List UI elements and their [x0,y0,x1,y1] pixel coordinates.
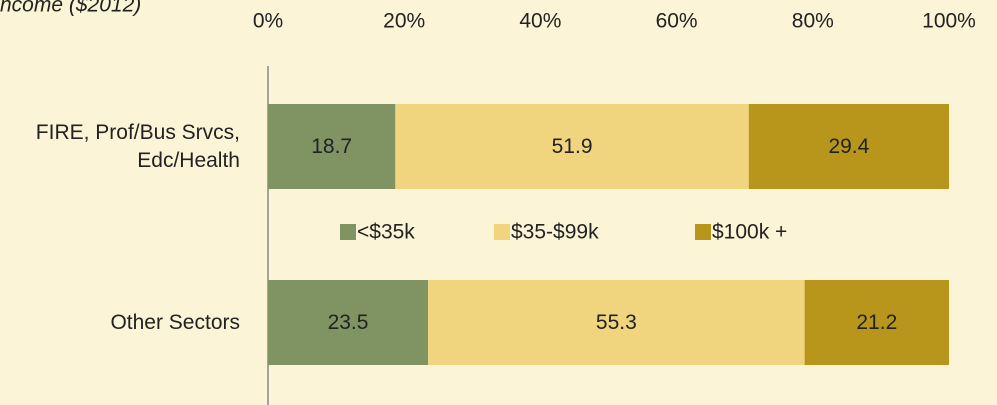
y-tick-label: Other Sectors [110,310,240,334]
bar-segment [804,280,949,365]
data-label: 21.2 [856,311,897,334]
y-tick-label: FIRE, Prof/Bus Srvcs, Edc/Health [35,120,240,172]
legend-swatch [494,224,510,240]
bar-segment [428,280,805,365]
x-tick-label: 80% [792,10,834,33]
bar-segment [395,104,749,189]
data-label: 55.3 [596,311,637,334]
legend-swatch [695,224,711,240]
data-label: 51.9 [552,135,593,158]
data-label: 29.4 [828,135,869,158]
chart-title: ncome ($2012) [0,0,141,17]
legend-label: $100k + [712,221,787,244]
data-label: 18.7 [311,135,352,158]
x-tick-label: 100% [922,10,976,33]
bar-segment [748,104,949,189]
data-label: 23.5 [328,311,369,334]
legend-label: $35-$99k [511,221,599,244]
x-tick-label: 40% [519,10,561,33]
x-tick-label: 0% [253,10,283,33]
legend-label: <$35k [357,221,415,244]
x-tick-label: 60% [656,10,698,33]
bar-segment [268,280,429,365]
x-tick-label: 20% [383,10,425,33]
bar-segment [268,104,396,189]
legend-swatch [340,224,356,240]
